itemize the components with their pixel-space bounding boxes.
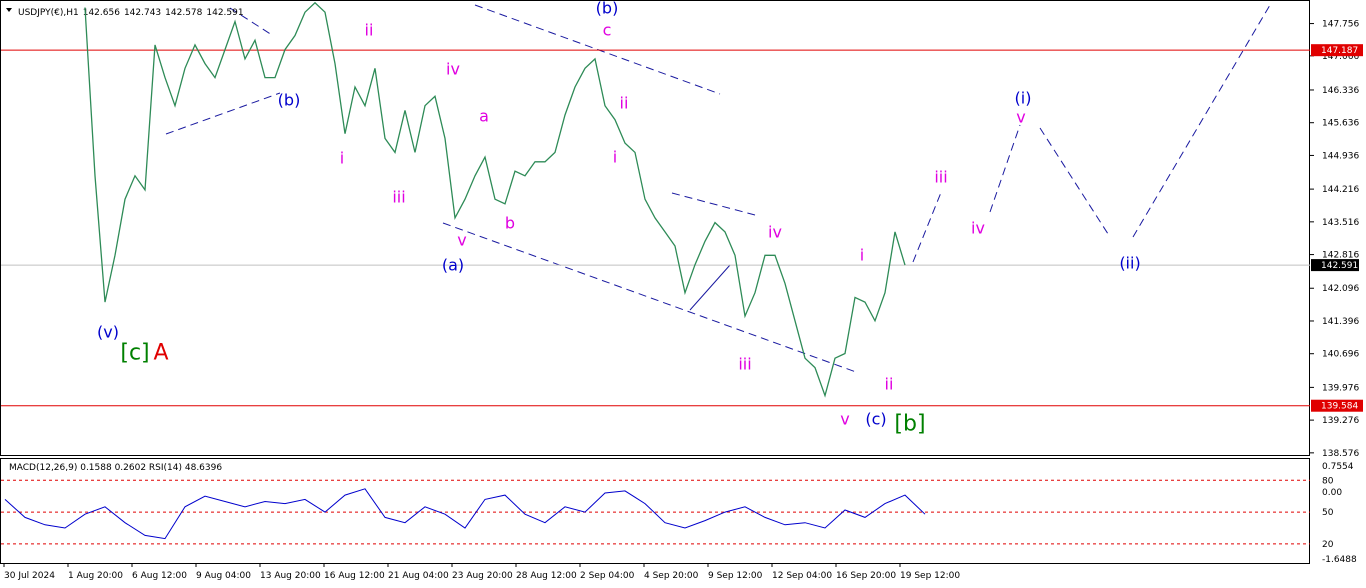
main-panel: [0, 0, 1310, 456]
close: 142.591: [206, 8, 243, 18]
price-line: [84, 1, 906, 398]
x-tick-label: 1 Aug 20:00: [68, 571, 123, 581]
y-tick-label: 146.336: [1322, 86, 1359, 96]
current-price-box: [1311, 259, 1359, 272]
wave-label: iii: [738, 355, 751, 374]
rsi-level-label: 80: [1322, 476, 1334, 486]
open: 142.656: [83, 8, 120, 18]
y-tick-label: 144.936: [1322, 151, 1359, 161]
y-tick-label: 147.756: [1322, 20, 1359, 30]
wave-label: (b): [596, 0, 619, 18]
macd-tick-label: 0.00: [1322, 488, 1342, 498]
y-tick-label: 145.636: [1322, 119, 1359, 129]
wave-label: [c]: [120, 341, 149, 366]
wave-label: ii: [365, 21, 374, 40]
menu-arrow: [6, 8, 12, 12]
wave-label: i: [340, 149, 344, 168]
x-tick-label: 6 Aug 12:00: [132, 571, 187, 581]
channel-line: [229, 7, 273, 36]
y-tick-label: 144.216: [1322, 185, 1359, 195]
symbol: USDJPY(€),H1: [18, 8, 79, 18]
wave-label: b: [505, 214, 515, 233]
rsi-level-label: 20: [1322, 540, 1334, 550]
wave-label: c: [603, 21, 612, 40]
level-label: 139.584: [1321, 402, 1358, 412]
channel-line: [671, 192, 756, 216]
y-tick-label: 140.696: [1322, 350, 1359, 360]
rsi-level-label: 50: [1322, 508, 1334, 518]
channel-line: [442, 222, 857, 373]
wave-label: v: [457, 231, 466, 250]
level-box: [1311, 44, 1363, 57]
y-tick-label: 139.276: [1322, 416, 1359, 426]
header: USDJPY(€),H1 142.656 142.743 142.578 142.591: [18, 8, 244, 18]
indicator-panel: [0, 458, 1310, 564]
high: 142.743: [124, 8, 161, 18]
wave-label: iv: [971, 219, 985, 238]
wave-label: a: [479, 107, 489, 126]
wave-label: A: [153, 341, 168, 366]
macd-tick-label: -1.6488: [1322, 555, 1357, 565]
x-tick-label: 13 Aug 20:00: [260, 571, 321, 581]
x-tick-label: 19 Sep 12:00: [900, 571, 960, 581]
wave-label: (ii): [1119, 254, 1140, 273]
wave-label: ii: [885, 375, 894, 394]
x-tick-label: 30 Jul 2024: [4, 571, 55, 581]
y-tick-label: 142.096: [1322, 284, 1359, 294]
level-label: 147.187: [1321, 46, 1358, 56]
wave-label: (c): [865, 410, 886, 429]
x-tick-label: 28 Aug 12:00: [516, 571, 577, 581]
y-tick-label: 147.066: [1322, 52, 1359, 62]
wave-label: [b]: [894, 412, 925, 437]
x-tick-label: 23 Aug 20:00: [452, 571, 513, 581]
channel-line: [689, 264, 731, 311]
wave-label: iii: [392, 188, 405, 207]
wave-lines: [165, 4, 1271, 373]
wave-label: v: [840, 410, 849, 429]
macd-tick-label: 0.7554: [1322, 462, 1354, 472]
wave-label: iv: [768, 223, 782, 242]
y-tick-label: 142.816: [1322, 251, 1359, 261]
wave-label: iii: [934, 168, 947, 187]
projection: [989, 124, 1021, 213]
wave-label: (i): [1015, 89, 1032, 108]
x-tick-label: 12 Sep 04:00: [772, 571, 832, 581]
wave-label: iv: [446, 60, 460, 79]
projection: [1132, 4, 1271, 238]
rsi-line: [4, 488, 926, 540]
x-tick-label: 21 Aug 04:00: [388, 571, 449, 581]
channel-line: [165, 92, 281, 135]
wave-label: v: [1016, 108, 1025, 127]
wave-label: (b): [278, 91, 301, 110]
channel-line: [474, 4, 721, 95]
x-tick-label: 2 Sep 04:00: [580, 571, 635, 581]
y-tick-label: 141.396: [1322, 317, 1359, 327]
low: 142.578: [165, 8, 202, 18]
x-tick-label: 16 Sep 20:00: [836, 571, 896, 581]
y-tick-label: 143.516: [1322, 218, 1359, 228]
x-tick-label: 4 Sep 20:00: [644, 571, 699, 581]
wave-label: i: [613, 148, 617, 167]
wave-label: (a): [442, 256, 464, 275]
wave-label: ii: [620, 94, 629, 113]
wave-label: (v): [97, 323, 119, 342]
y-tick-label: 138.576: [1322, 449, 1359, 459]
projection: [1039, 127, 1111, 238]
x-tick-label: 9 Sep 12:00: [708, 571, 763, 581]
current-price-label: 142.591: [1321, 261, 1358, 271]
level-box: [1311, 399, 1363, 412]
y-tick-label: 139.976: [1322, 383, 1359, 393]
x-tick-label: 9 Aug 04:00: [196, 571, 251, 581]
x-tick-label: 16 Aug 12:00: [324, 571, 385, 581]
wave-label: i: [860, 246, 864, 265]
indicator-title: MACD(12,26,9) 0.1588 0.2602 RSI(14) 48.6…: [9, 463, 222, 473]
